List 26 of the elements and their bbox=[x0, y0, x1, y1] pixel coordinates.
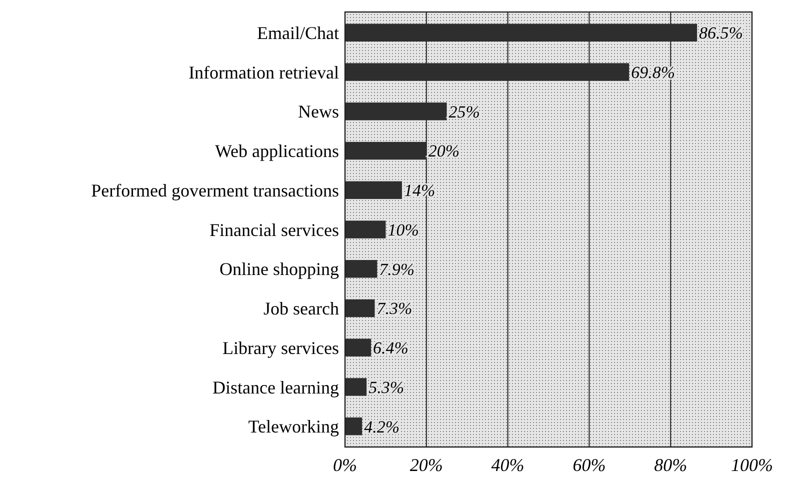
data-label: 25% bbox=[448, 102, 480, 122]
y-tick-label: Web applications bbox=[214, 141, 339, 162]
x-tick-label: 100% bbox=[731, 455, 773, 475]
data-label: 7.9% bbox=[379, 260, 415, 279]
x-tick-label: 80% bbox=[654, 455, 688, 475]
x-tick-label: 60% bbox=[572, 455, 606, 475]
y-tick-label: Email/Chat bbox=[257, 22, 339, 43]
x-tick-label: 20% bbox=[410, 455, 443, 475]
data-label: 6.4% bbox=[373, 338, 408, 358]
data-label: 20% bbox=[428, 142, 460, 161]
x-tick-label: 40% bbox=[491, 455, 524, 475]
data-label: 7.3% bbox=[376, 299, 412, 318]
data-label: 86.5% bbox=[699, 24, 743, 43]
x-tick-label: 0% bbox=[333, 455, 357, 475]
data-label: 10% bbox=[388, 220, 419, 240]
y-tick-label: Teleworking bbox=[248, 416, 339, 437]
y-tick-label: Library services bbox=[222, 338, 339, 358]
y-tick-label: Information retrieval bbox=[188, 62, 339, 82]
y-tick-label: Financial services bbox=[210, 220, 339, 240]
y-tick-label: News bbox=[298, 102, 339, 122]
y-tick-label: Job search bbox=[264, 298, 339, 319]
data-label: 5.3% bbox=[368, 378, 404, 397]
y-tick-label: Performed goverment transactions bbox=[91, 180, 339, 200]
y-tick-label: Distance learning bbox=[212, 377, 339, 398]
y-tick-label: Online shopping bbox=[220, 259, 339, 280]
data-label: 4.2% bbox=[364, 417, 400, 436]
